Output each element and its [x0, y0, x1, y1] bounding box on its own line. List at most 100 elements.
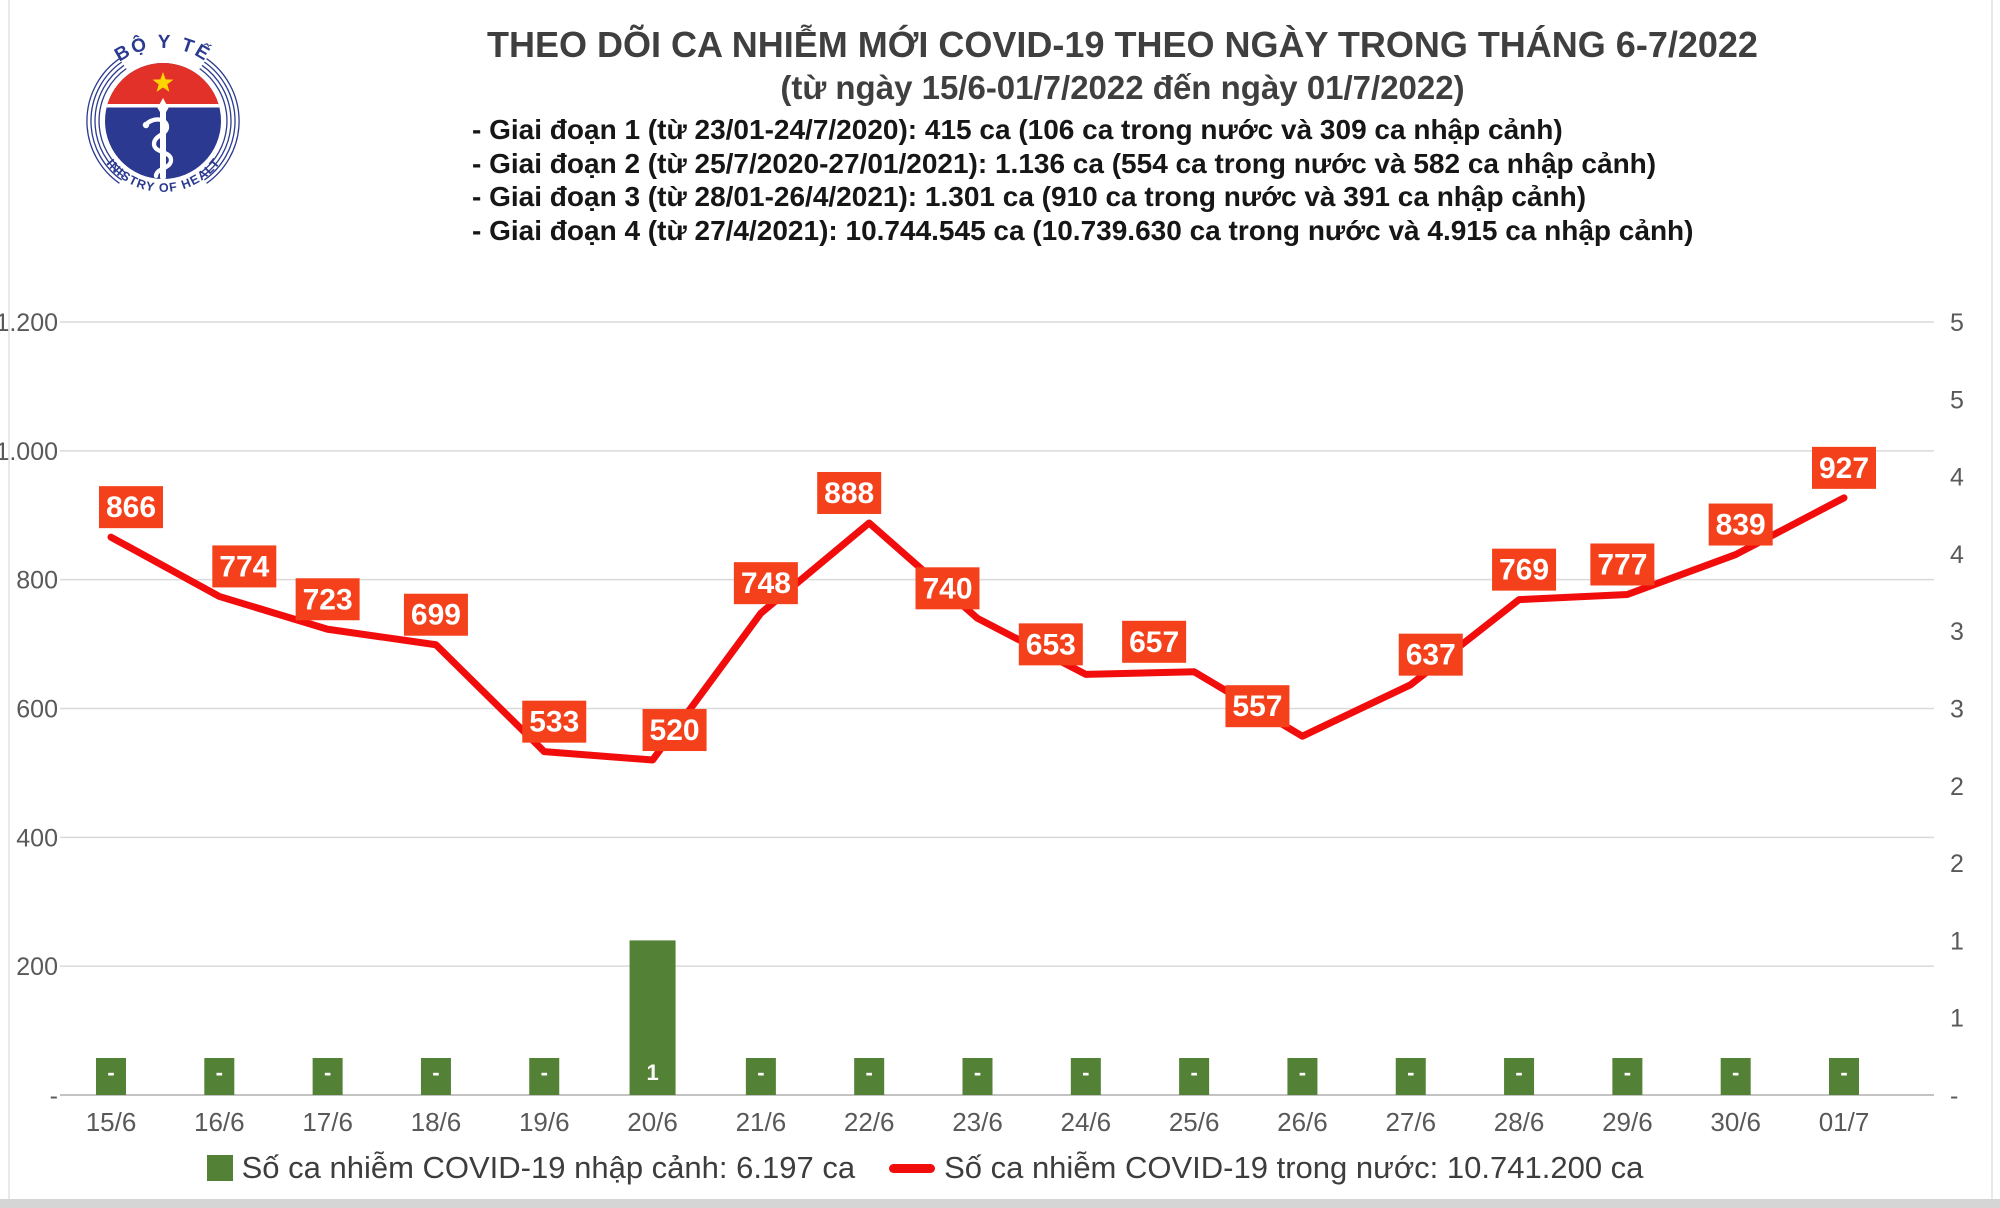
data-label: 637 — [1406, 639, 1456, 672]
data-label: 740 — [922, 572, 972, 605]
import-bar — [1504, 1058, 1535, 1095]
data-label: 557 — [1232, 690, 1282, 723]
right-axis-tick: - — [1950, 1082, 1958, 1110]
import-bar — [1720, 1058, 1751, 1095]
data-label-box — [403, 593, 468, 636]
right-axis-tick: 3 — [1950, 618, 1964, 646]
legend-bar-label: Số ca nhiễm COVID-19 nhập cảnh: 6.197 ca — [241, 1150, 856, 1185]
date-label: 18/6 — [411, 1107, 462, 1137]
data-label-box — [733, 562, 798, 605]
bar-label: - — [324, 1060, 331, 1085]
date-label: 24/6 — [1061, 1107, 1112, 1137]
date-label: 27/6 — [1385, 1107, 1436, 1137]
import-bar — [312, 1058, 343, 1095]
data-label-box — [522, 700, 587, 743]
page-title: THEO DÕI CA NHIỄM MỚI COVID-19 THEO NGÀY… — [487, 24, 1758, 65]
date-label: 20/6 — [627, 1107, 678, 1137]
bar-label: 1 — [646, 1060, 658, 1085]
bar-label: - — [866, 1060, 873, 1085]
bar-label: - — [432, 1060, 439, 1085]
right-axis-tick: 1 — [1950, 927, 1964, 955]
staff-snake-icon — [142, 98, 174, 180]
left-axis-tick: 600 — [16, 696, 58, 724]
date-label: 21/6 — [736, 1107, 787, 1137]
data-label-box — [1398, 633, 1463, 676]
data-label: 888 — [824, 477, 874, 510]
data-label-box — [295, 578, 360, 621]
data-label-box — [99, 486, 163, 529]
date-label: 15/6 — [86, 1107, 137, 1137]
data-label-box — [1018, 623, 1083, 666]
ministry-of-health-logo: BỘ Y TẾ MINISTRY OF HEALTH — [72, 26, 240, 195]
data-label-box — [817, 471, 882, 514]
phase-2-line: - Giai đoạn 2 (từ 25/7/2020-27/01/2021):… — [472, 147, 1657, 179]
phase-1-line: - Giai đoạn 1 (từ 23/01-24/7/2020): 415 … — [472, 114, 1563, 145]
import-bar — [962, 1058, 993, 1095]
data-label-box — [1708, 503, 1773, 546]
left-axis-tick: 800 — [16, 567, 58, 595]
date-label: 23/6 — [952, 1107, 1003, 1137]
bar-label: - — [1624, 1060, 1631, 1085]
left-axis-tick: 200 — [16, 953, 58, 981]
left-axis-tick: 1.000 — [0, 438, 58, 466]
data-label: 774 — [219, 550, 269, 583]
data-label: 777 — [1597, 548, 1647, 581]
bar-label: - — [1732, 1060, 1739, 1085]
data-label: 839 — [1716, 509, 1766, 542]
left-axis-tick: 400 — [16, 824, 58, 852]
data-label: 699 — [411, 599, 461, 632]
legend-bar-swatch — [206, 1155, 233, 1181]
legend: Số ca nhiễm COVID-19 nhập cảnh: 6.197 ca… — [0, 1150, 2000, 1186]
date-label: 25/6 — [1169, 1107, 1220, 1137]
bar-label: - — [1407, 1060, 1414, 1085]
right-axis-tick: 4 — [1950, 464, 1964, 492]
import-bar — [854, 1058, 885, 1095]
right-axis-tick: 1 — [1950, 1005, 1964, 1033]
data-label-box — [1590, 543, 1655, 586]
right-axis-tick: 2 — [1950, 773, 1964, 801]
right-axis-tick: 3 — [1950, 696, 1964, 724]
import-bar — [629, 940, 676, 1095]
data-label: 866 — [106, 491, 156, 524]
legend-item-domestic: Số ca nhiễm COVID-19 trong nước: 10.741.… — [889, 1150, 1643, 1186]
right-axis-tick: 5 — [1950, 309, 1964, 337]
date-label: 17/6 — [302, 1107, 353, 1137]
data-label-box — [915, 567, 980, 610]
left-axis-tick: 1.200 — [0, 309, 58, 337]
date-label: 19/6 — [519, 1107, 570, 1137]
data-label-box — [1122, 620, 1187, 663]
import-bar — [1287, 1058, 1318, 1095]
date-label: 22/6 — [844, 1107, 895, 1137]
right-axis-tick: 5 — [1950, 386, 1964, 414]
phase-4-line: - Giai đoạn 4 (từ 27/4/2021): 10.744.545… — [472, 214, 1694, 246]
domestic-cases-line — [107, 494, 1848, 764]
data-label: 657 — [1129, 626, 1179, 659]
page-subtitle: (từ ngày 15/6-01/7/2022 đến ngày 01/7/20… — [780, 69, 1465, 106]
import-bar — [529, 1058, 560, 1095]
data-label-box — [1492, 548, 1557, 591]
data-label: 927 — [1819, 452, 1869, 485]
legend-item-imported: Số ca nhiễm COVID-19 nhập cảnh: 6.197 ca — [206, 1150, 856, 1186]
data-label-box — [1225, 685, 1290, 728]
left-edge-line — [8, 0, 10, 1208]
bar-label: - — [107, 1060, 114, 1085]
legend-line-swatch — [889, 1163, 936, 1173]
bottom-gray-band — [0, 1199, 2000, 1208]
bar-label: - — [541, 1060, 548, 1085]
legend-line-label: Số ca nhiễm COVID-19 trong nước: 10.741.… — [944, 1150, 1644, 1185]
date-label: 30/6 — [1710, 1107, 1761, 1137]
import-bar — [745, 1058, 776, 1095]
data-label: 520 — [650, 714, 700, 747]
import-bar — [1179, 1058, 1210, 1095]
import-bar — [1070, 1058, 1101, 1095]
phase-3-line: - Giai đoạn 3 (từ 28/01-26/4/2021): 1.30… — [472, 181, 1587, 212]
date-label: 01/7 — [1819, 1107, 1870, 1137]
bar-label: - — [216, 1060, 223, 1085]
left-axis-tick: - — [50, 1082, 58, 1110]
bar-label: - — [757, 1060, 764, 1085]
data-label: 769 — [1499, 554, 1549, 587]
import-bar — [1829, 1058, 1859, 1095]
date-label: 28/6 — [1494, 1107, 1545, 1137]
